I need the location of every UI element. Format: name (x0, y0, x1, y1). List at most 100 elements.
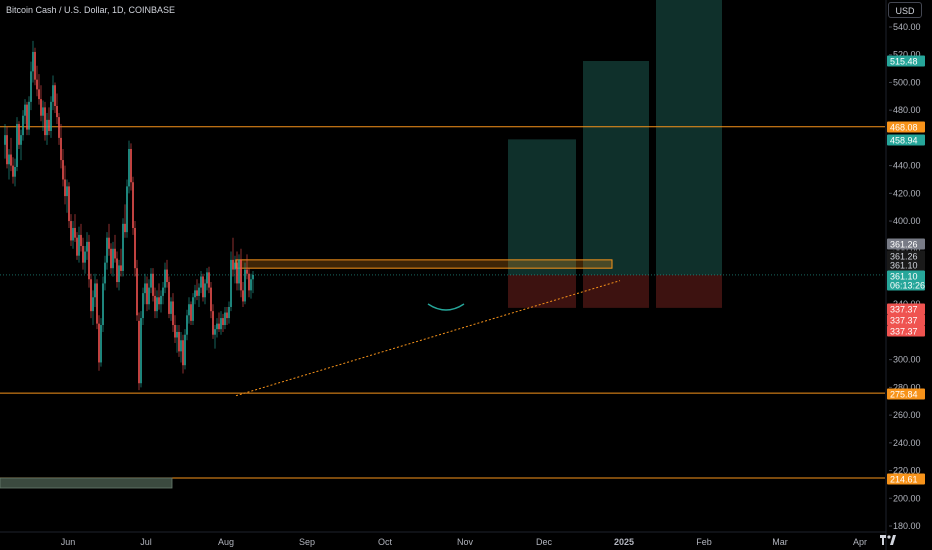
candle-body (234, 262, 236, 270)
price-badge-label: 515.48 (890, 57, 918, 67)
candle-body (198, 287, 200, 296)
candle-body (142, 293, 144, 319)
candle-body (212, 311, 214, 335)
price-tick-label: 540.00 (893, 22, 921, 32)
candle-body (42, 107, 44, 116)
candle-body (56, 106, 58, 118)
candle-body (158, 297, 160, 305)
candle-body (54, 85, 56, 107)
candle-body (86, 241, 88, 252)
price-badge-label: 361.26 (890, 252, 918, 262)
candle-body (22, 115, 24, 136)
price-badge-bg (887, 325, 925, 337)
time-tick-label: Feb (696, 537, 712, 547)
candle-body (186, 315, 188, 335)
candle-body (70, 221, 72, 241)
candle-body (202, 276, 204, 298)
candle-body (34, 51, 36, 80)
position-target-box (583, 60, 649, 275)
time-tick-label: Oct (378, 537, 393, 547)
candle-body (58, 117, 60, 138)
candle-body (50, 101, 52, 131)
candle-body (194, 290, 196, 298)
price-badge-label: 337.37 (890, 327, 918, 337)
candle-body (226, 312, 228, 319)
candle-body (128, 148, 130, 187)
candle-body (102, 283, 104, 326)
candle-body (110, 248, 112, 269)
candle-body (196, 290, 198, 296)
candle-body (114, 248, 116, 259)
price-tick-label: 480.00 (893, 105, 921, 115)
candle-body (150, 273, 152, 288)
candle-body (204, 283, 206, 298)
candle-body (48, 119, 50, 131)
time-tick-label: Apr (853, 537, 867, 547)
candle-body (166, 269, 168, 283)
level-badge-label: 468.08 (890, 123, 918, 133)
candle-body (214, 329, 216, 335)
price-badge-bg (887, 259, 925, 271)
resistance-zone-rect (235, 259, 613, 269)
candle-body (182, 340, 184, 366)
candle-body (248, 273, 250, 291)
candle-body (28, 101, 30, 130)
candle-body (20, 135, 22, 145)
candle-body (126, 186, 128, 233)
candle-body (168, 282, 170, 314)
candle-body (130, 148, 132, 183)
price-badge-bg (887, 270, 925, 282)
candle-body (156, 297, 158, 312)
price-badge-bg (887, 314, 925, 326)
candle-body (52, 85, 54, 102)
candle-body (148, 287, 150, 305)
candle-body (94, 283, 96, 298)
candle-body (124, 223, 126, 233)
candle-body (174, 325, 176, 338)
price-badge-bg (887, 134, 925, 146)
time-tick-label: Jun (61, 537, 76, 547)
candle-body (12, 165, 14, 177)
resistance-zone (235, 259, 613, 269)
price-badges: 515.48458.94361.26361.26361.10361.1006:1… (887, 55, 925, 485)
candle-body (164, 269, 166, 288)
candle-body (240, 259, 242, 291)
candle-body (68, 186, 70, 222)
price-badge-bg (887, 303, 925, 315)
candle-body (76, 237, 78, 256)
tradingview-logo-icon[interactable] (880, 534, 896, 546)
time-tick-label: Aug (218, 537, 234, 547)
candle-body (8, 154, 10, 165)
candle-body (216, 323, 218, 330)
candle-body (32, 51, 34, 72)
candle-body (46, 119, 48, 136)
candle-body (144, 283, 146, 294)
candle-body (222, 318, 224, 326)
price-badge-bg (887, 238, 925, 250)
level-badge-bg (887, 473, 925, 485)
candle-body (16, 124, 18, 167)
price-badge-bg (887, 250, 925, 262)
time-axis: Jun Jul Aug Sep Oct Nov Dec 2025 Feb Mar Apr (0, 531, 886, 547)
candle-body (18, 124, 20, 145)
candle-body (192, 297, 194, 321)
level-badge-label: 214.61 (890, 475, 918, 485)
currency-button[interactable]: USD (888, 2, 922, 18)
candle-body (152, 273, 154, 296)
candle-body (98, 323, 100, 363)
candle-body (120, 265, 122, 271)
candle-body (160, 295, 162, 305)
candle-body (176, 331, 178, 338)
candle-body (244, 269, 246, 302)
candle-body (90, 279, 92, 312)
price-tick-label: 260.00 (893, 410, 921, 420)
candle-body (118, 265, 120, 283)
candle-body (122, 223, 124, 271)
candle-body (178, 331, 180, 352)
price-tick-label: 520.00 (893, 50, 921, 60)
position-target-box (656, 0, 722, 275)
candle-body (104, 262, 106, 284)
candle-body (136, 268, 138, 316)
price-tick-label: 300.00 (893, 355, 921, 365)
